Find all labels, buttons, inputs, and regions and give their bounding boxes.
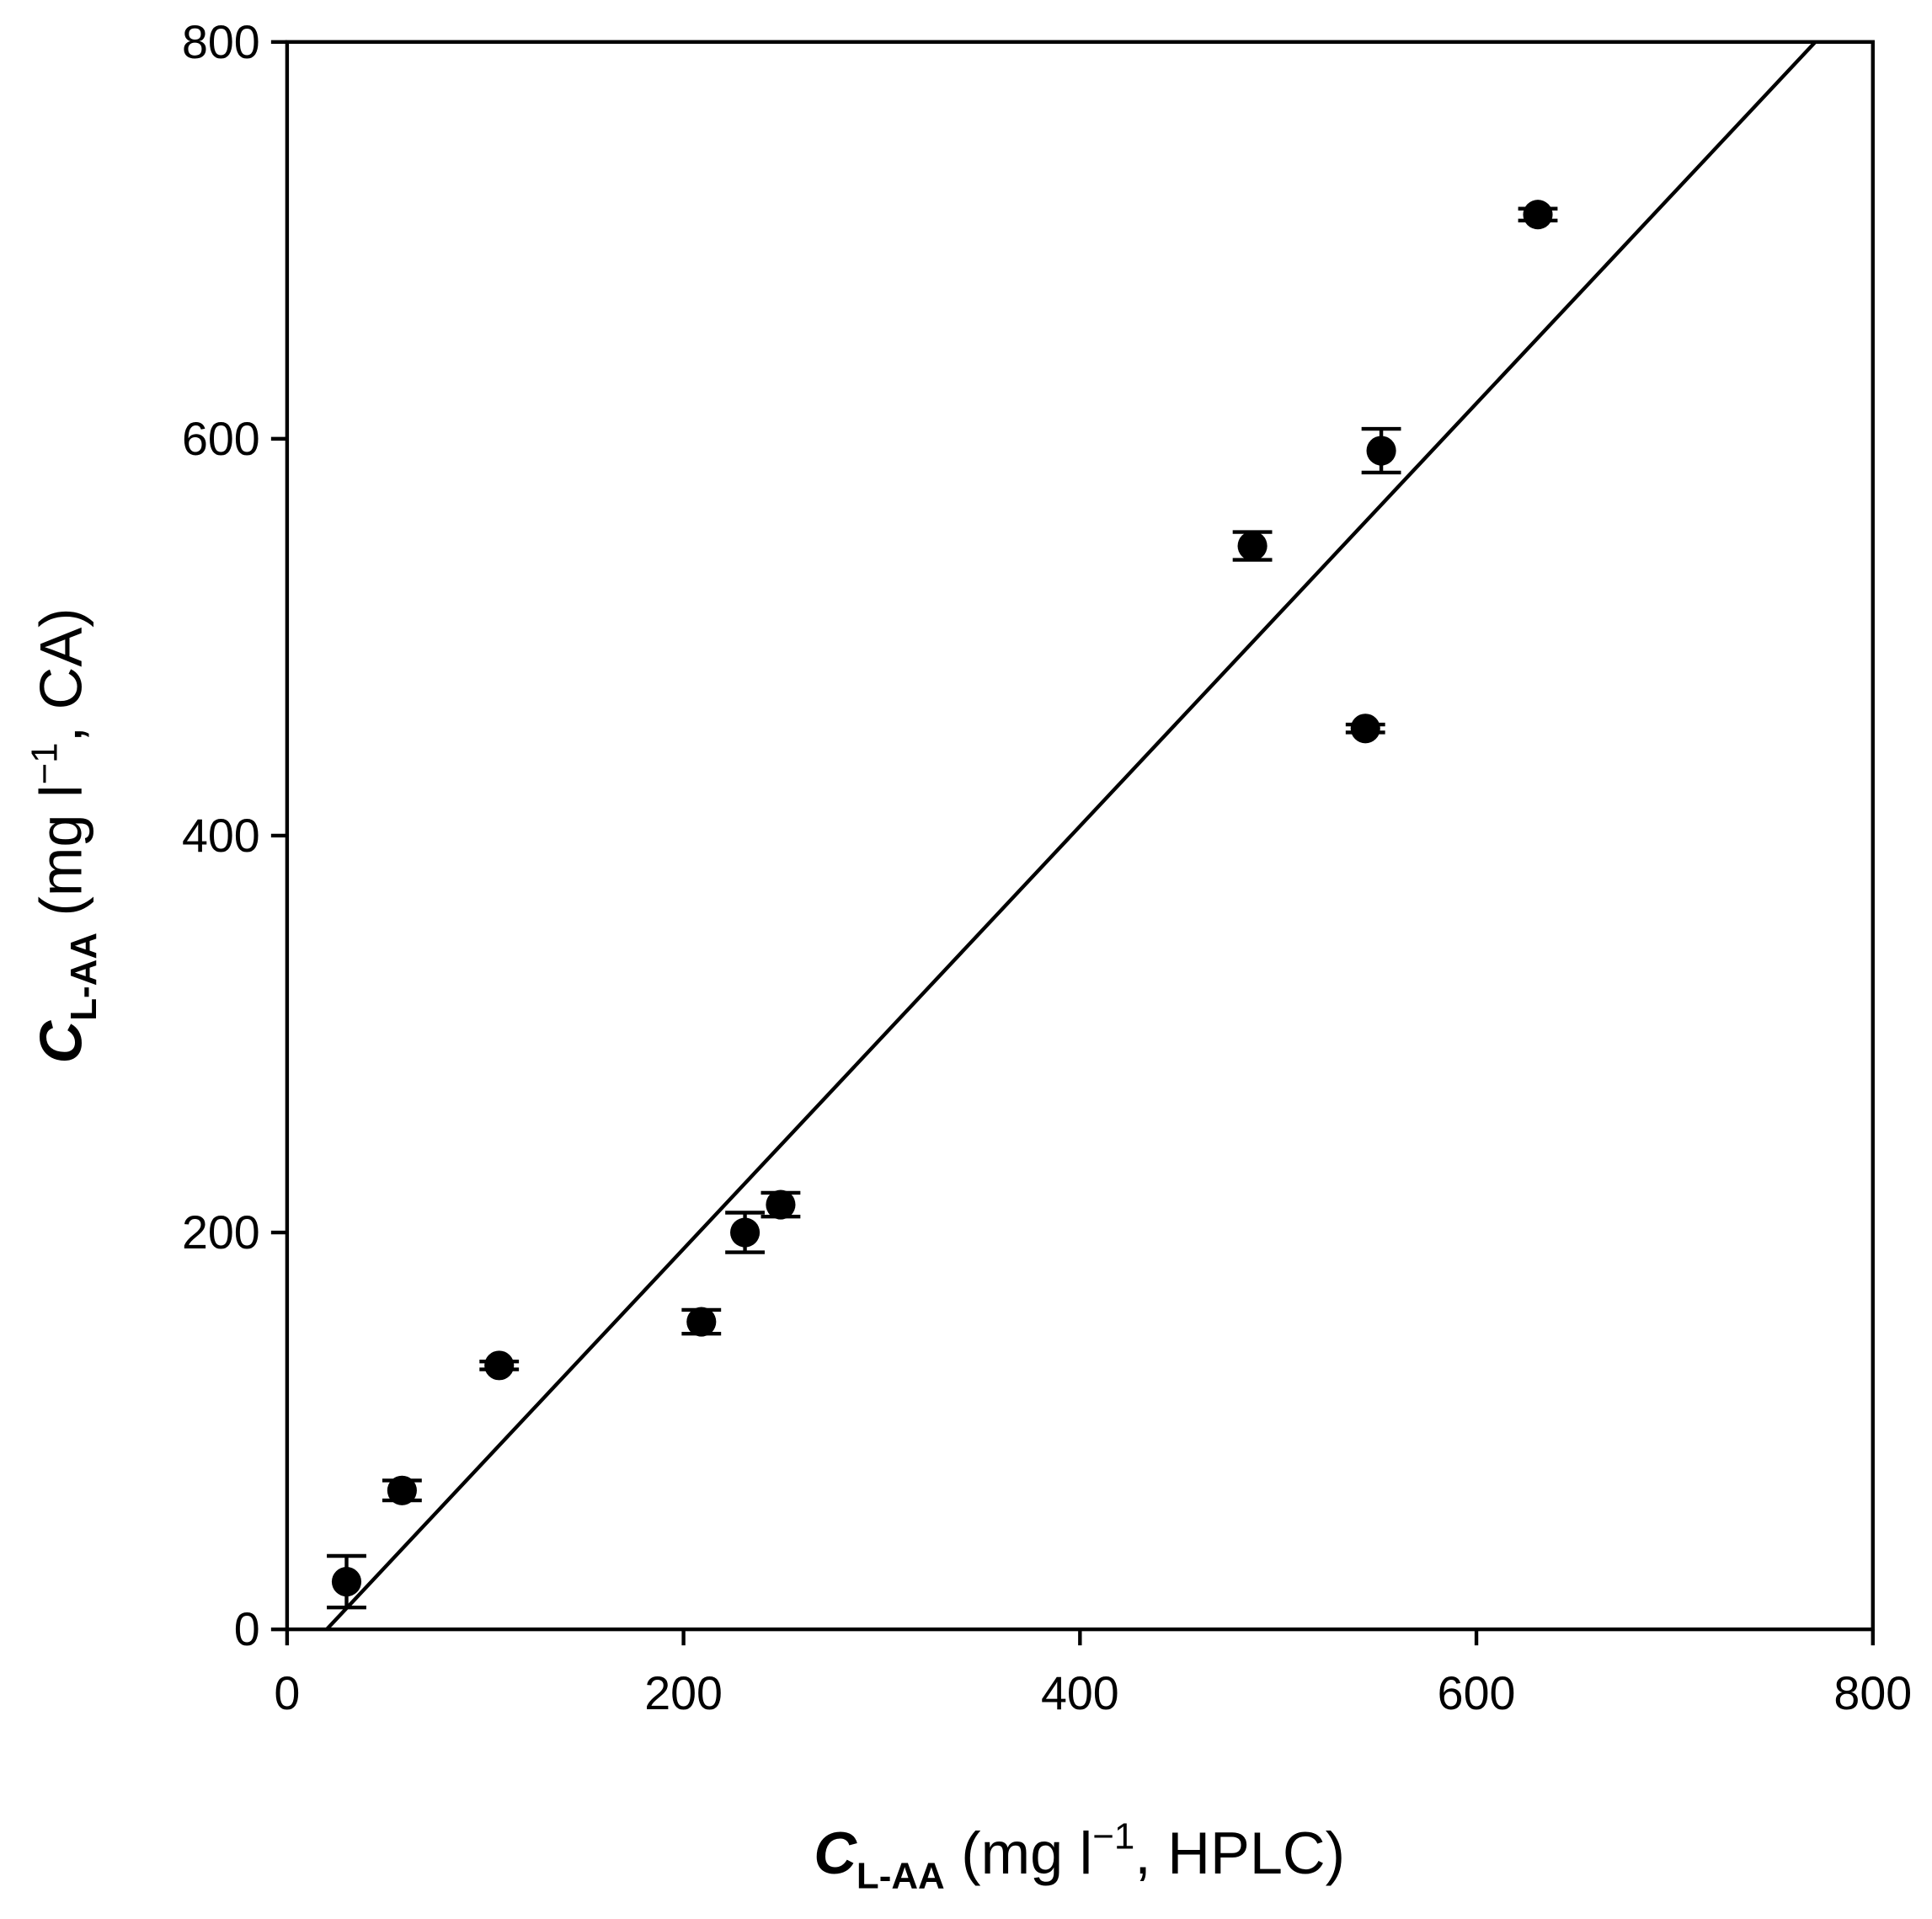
data-point — [766, 1189, 796, 1220]
plot-frame — [285, 40, 1875, 1632]
y-label-suffix: , CA) — [28, 607, 94, 742]
x-label-subscript: L-AA — [857, 1855, 945, 1896]
y-label-text: (mg l — [28, 784, 94, 933]
x-tick-label: 800 — [1833, 1667, 1912, 1719]
y-tick-label: 0 — [234, 1603, 260, 1655]
x-tick-label: 400 — [1041, 1667, 1119, 1719]
x-label-superscript: −1 — [1092, 1816, 1134, 1858]
y-label-symbol: C — [28, 1019, 94, 1063]
data-point — [331, 1567, 362, 1597]
data-point — [686, 1307, 717, 1337]
x-label-symbol: C — [814, 1820, 857, 1886]
data-point — [387, 1475, 417, 1505]
x-label-suffix: , HPLC) — [1134, 1820, 1345, 1886]
data-point — [1366, 436, 1396, 466]
y-axis-label: CL-AA (mg l−1, CA) — [24, 607, 104, 1063]
data-point — [1350, 714, 1380, 744]
y-tick-label: 200 — [182, 1206, 260, 1259]
data-point — [1237, 531, 1268, 561]
y-tick-label: 800 — [182, 16, 260, 68]
x-axis-label: CL-AA (mg l−1, HPLC) — [814, 1816, 1345, 1897]
y-tick-label: 600 — [182, 413, 260, 465]
data-point — [1523, 200, 1553, 230]
x-tick-label: 200 — [644, 1667, 723, 1719]
x-tick-label: 600 — [1438, 1667, 1516, 1719]
y-label-superscript: −1 — [24, 742, 65, 784]
y-label-subscript: L-AA — [63, 933, 104, 1021]
y-tick-label: 400 — [182, 810, 260, 862]
fit-line — [325, 40, 1817, 1631]
data-point — [484, 1350, 515, 1381]
x-tick-label: 0 — [274, 1667, 300, 1719]
x-label-text: (mg l — [945, 1820, 1093, 1886]
data-point — [730, 1217, 761, 1248]
